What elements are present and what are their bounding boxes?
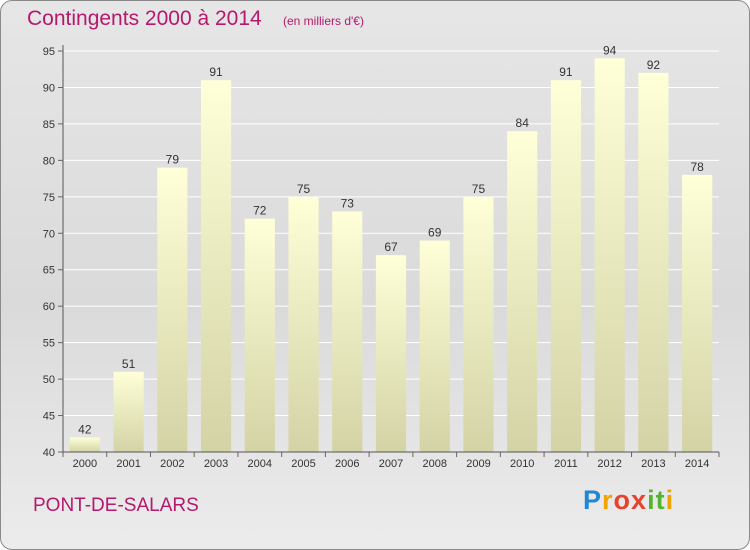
x-tick-label: 2008 [422, 458, 446, 470]
logo-letter: r [602, 485, 614, 515]
bar [375, 255, 407, 452]
x-tick-label: 2002 [160, 458, 184, 470]
bar-value-label: 75 [297, 182, 311, 196]
x-tick-label: 2010 [510, 458, 534, 470]
bar-value-label: 42 [78, 422, 92, 436]
bar [69, 437, 100, 452]
y-tick-label: 50 [43, 374, 55, 386]
logo-letter: i [647, 485, 656, 515]
place-name: PONT-DE-SALARS [33, 495, 199, 516]
x-tick-label: 2013 [641, 458, 665, 470]
bar [419, 240, 450, 452]
logo-letter: o [613, 485, 632, 515]
y-tick-label: 90 [43, 82, 55, 94]
bar-value-label: 94 [603, 43, 617, 57]
bar-value-label: 91 [209, 65, 223, 79]
y-tick-label: 95 [43, 46, 55, 58]
bar-value-label: 79 [166, 153, 180, 167]
x-tick-label: 2000 [73, 458, 97, 470]
chart-title: Contingents 2000 à 2014 [27, 7, 262, 30]
bar [157, 167, 188, 452]
bar-value-label: 84 [516, 116, 530, 130]
chart-unit: (en milliers d'€) [283, 14, 364, 28]
bar [638, 72, 669, 452]
bar-value-label: 72 [253, 204, 267, 218]
bar [463, 196, 494, 452]
bar-value-label: 91 [559, 65, 573, 79]
bar [288, 196, 319, 452]
x-tick-label: 2004 [248, 458, 272, 470]
x-tick-label: 2006 [335, 458, 359, 470]
x-tick-label: 2012 [597, 458, 621, 470]
y-tick-label: 85 [43, 119, 55, 131]
bar-value-label: 78 [690, 160, 704, 174]
y-tick-label: 70 [43, 228, 55, 240]
bar [200, 80, 232, 452]
bar-value-label: 75 [472, 182, 486, 196]
x-tick-label: 2007 [379, 458, 403, 470]
bar-value-label: 51 [122, 357, 136, 371]
bar-value-label: 67 [384, 240, 398, 254]
x-tick-label: 2009 [466, 458, 490, 470]
bar [594, 58, 625, 453]
y-tick-label: 75 [43, 192, 55, 204]
bar [113, 371, 144, 452]
logo-letter: i [665, 485, 675, 515]
x-tick-label: 2014 [685, 458, 709, 470]
y-tick-label: 80 [43, 155, 55, 167]
bar [550, 80, 582, 452]
x-tick-label: 2003 [204, 458, 228, 470]
bar [507, 131, 538, 452]
axis-layer: 40 45 50 55 60 65 70 75 80 85 90 95 2000 2001 2002 2003… [43, 45, 720, 470]
bar-layer: 42 51 79 91 72 75 73 67 69 75 84 91 94 92 78 [69, 43, 713, 453]
y-tick-label: 55 [43, 338, 55, 350]
logo-letter: t [655, 485, 666, 515]
bar-value-label: 73 [341, 196, 355, 210]
y-tick-label: 65 [43, 265, 55, 277]
y-tick-label: 45 [43, 411, 55, 423]
logo-letter: P [583, 485, 603, 515]
y-tick-label: 40 [43, 447, 55, 459]
x-tick-label: 2011 [554, 458, 578, 470]
bar-value-label: 69 [428, 226, 442, 240]
proxiti-logo[interactable]: Proxiti [583, 485, 674, 516]
x-tick-label: 2001 [116, 458, 140, 470]
y-tick-label: 60 [43, 301, 55, 313]
bar [244, 218, 275, 452]
bar-value-label: 92 [647, 58, 661, 72]
logo-letter: x [631, 485, 648, 515]
x-tick-label: 2005 [291, 458, 315, 470]
bar [332, 211, 363, 452]
bar [682, 174, 713, 453]
